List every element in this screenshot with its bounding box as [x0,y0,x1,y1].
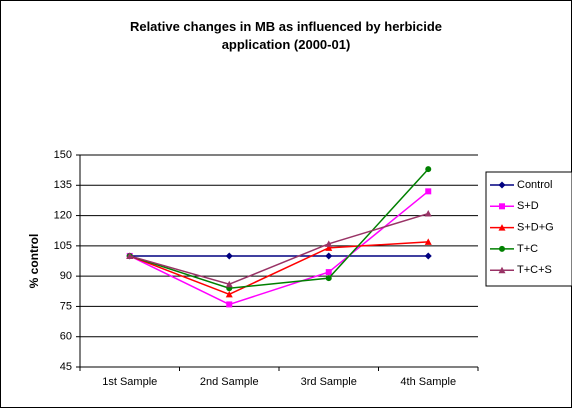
data-point [325,240,333,247]
legend-label: S+D+G [517,222,554,234]
series-line [129,168,429,290]
data-point [225,252,233,260]
y-axis-label: % control [27,234,41,289]
data-point [325,275,332,282]
series-line [129,212,429,286]
legend-label: Control [517,179,552,191]
legend-marker [499,245,505,252]
y-tick-label: 135 [54,179,72,191]
data-point [225,290,233,298]
x-tick-label: 3rd Sample [301,376,357,388]
y-tick-label: 105 [54,240,72,252]
data-point [424,252,432,260]
x-tick-label: 2nd Sample [200,376,259,388]
data-point [325,244,333,251]
x-tick-label: 4th Sample [400,376,456,388]
chart-title: Relative changes in MB as influenced by … [129,19,443,52]
y-tick-label: 45 [60,361,72,373]
legend-label: T+C+S [517,264,552,276]
legend-marker [498,266,506,274]
series-line [129,190,429,306]
y-tick-label: 60 [60,331,72,343]
y-tick-label: 75 [60,300,72,312]
legend-marker [498,181,506,189]
legend-label: S+D [517,200,539,212]
y-tick-label: 120 [54,209,72,221]
data-point [325,252,333,260]
y-tick-label: 90 [60,270,72,282]
data-point [424,238,432,245]
data-point [425,166,432,173]
x-tick-label: 1st Sample [102,376,157,388]
data-point [325,269,332,276]
data-point [424,210,432,217]
data-point [425,188,432,195]
data-point [226,301,233,308]
y-tick-label: 150 [54,149,72,161]
data-point [126,252,134,259]
legend-marker [498,224,506,231]
legend-label: T+C [517,243,538,255]
data-point [225,280,233,288]
series-line [129,241,429,296]
legend-marker [499,203,505,210]
